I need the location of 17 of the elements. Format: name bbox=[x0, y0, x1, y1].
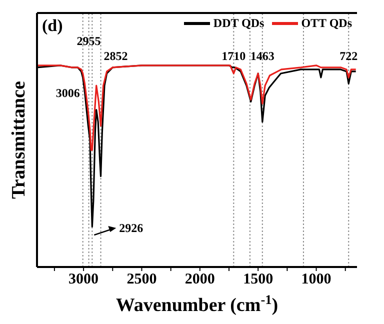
x-axis-title: Wavenumber (cm$^{-1}$) bbox=[116, 292, 278, 316]
x-tick-label: 2500 bbox=[126, 272, 157, 288]
x-tick-label: 1500 bbox=[243, 272, 274, 288]
ref-line-label: 1463 bbox=[250, 49, 274, 63]
x-tick-label: 2000 bbox=[184, 272, 215, 288]
ref-line-label: 2955 bbox=[76, 34, 101, 48]
ref-line-label: 2852 bbox=[104, 49, 128, 63]
legend-label: OTT QDs bbox=[301, 16, 352, 31]
x-tick-label: 1000 bbox=[301, 272, 332, 288]
ref-line-label: 1710 bbox=[222, 49, 246, 63]
ref-line-label: 3006 bbox=[56, 86, 80, 100]
text: (d) bbox=[42, 16, 63, 36]
ref-line-label: 2926 bbox=[119, 221, 144, 235]
ref-line-label: 722 bbox=[340, 49, 358, 63]
y-axis-title: Transmittance bbox=[8, 81, 30, 199]
x-tick-label: 3000 bbox=[68, 272, 99, 288]
legend-label: DDT QDs bbox=[213, 16, 264, 31]
